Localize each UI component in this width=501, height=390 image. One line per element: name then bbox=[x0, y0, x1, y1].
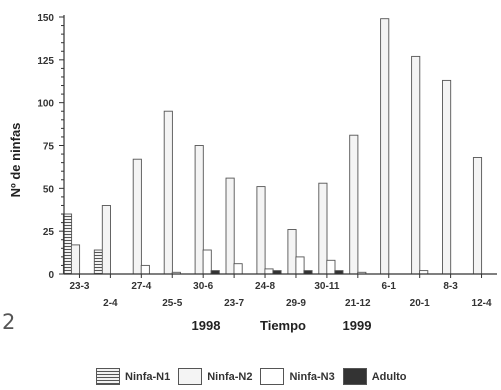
x-tick-label: 27-4 bbox=[131, 281, 151, 292]
bar-ninfa-n3-29-9 bbox=[295, 256, 305, 275]
x-tick-label: 24-8 bbox=[255, 281, 275, 292]
legend-item-n2: Ninfa-N2 bbox=[178, 368, 252, 385]
legend-item-n3: Ninfa-N3 bbox=[260, 368, 335, 385]
x-tick-label: 8-3 bbox=[443, 281, 458, 292]
bar-ninfa-n2-30-11 bbox=[318, 182, 328, 275]
legend: Ninfa-N1 Ninfa-N2 Ninfa-N3 Adulto bbox=[96, 368, 415, 385]
x-tick-label: 12-4 bbox=[472, 298, 492, 309]
legend-swatch-n1 bbox=[96, 368, 120, 385]
legend-label-n3: Ninfa-N3 bbox=[289, 370, 335, 383]
bar-ninfa-n2-24-8 bbox=[256, 186, 266, 275]
axes-group: 23-3 2-4 27-4 25-5 30-6 23-7 24-8 29-9 30-11 21-1… bbox=[37, 13, 497, 309]
bar-ninfa-n2-23-7 bbox=[225, 177, 235, 275]
y-tick-label: 100 bbox=[37, 99, 54, 110]
legend-swatch-n2 bbox=[178, 368, 203, 385]
y-tick-label: 50 bbox=[43, 184, 55, 195]
bar-ninfa-n2-23-3 bbox=[70, 244, 81, 275]
legend-swatch-n3 bbox=[260, 368, 285, 385]
legend-item-n1: Ninfa-N1 bbox=[96, 368, 170, 385]
bar-ninfa-n2-27-4 bbox=[132, 158, 142, 275]
x-tick-label: 23-7 bbox=[224, 298, 244, 309]
legend-label-n2: Ninfa-N2 bbox=[207, 370, 253, 383]
x-tick-label: 23-3 bbox=[69, 281, 89, 292]
x-tick-label: 6-1 bbox=[382, 281, 397, 292]
bar-ninfa-n2-12-4 bbox=[472, 157, 483, 275]
x-tick-label: 30-11 bbox=[314, 281, 339, 292]
bar-ninfa-n3-30-11 bbox=[326, 259, 336, 275]
y-tick-label: 75 bbox=[43, 142, 55, 153]
bar-ninfa-n1-23-3 bbox=[62, 213, 73, 275]
bar-ninfa-n2-30-6 bbox=[194, 145, 204, 275]
bar-ninfa-n1-2-4 bbox=[93, 249, 103, 275]
legend-label-n1: Ninfa-N1 bbox=[125, 370, 171, 383]
bar-ninfa-n3-23-7 bbox=[233, 263, 243, 275]
bar-ninfa-n2-29-9 bbox=[287, 229, 297, 275]
legend-swatch-adulto bbox=[342, 368, 367, 385]
y-axis-title: Nº de ninfas bbox=[8, 123, 23, 198]
bar-ninfa-n3-30-6 bbox=[202, 249, 212, 275]
year-label-1998: 1998 bbox=[192, 318, 221, 333]
x-tick-label: 25-5 bbox=[162, 298, 182, 309]
bar-ninfa-n2-21-12 bbox=[349, 134, 359, 275]
y-tick-label: 125 bbox=[37, 56, 54, 67]
bars-group bbox=[62, 18, 483, 275]
y-tick-label: 150 bbox=[37, 13, 54, 24]
x-tick-label: 2-4 bbox=[103, 298, 118, 309]
y-tick-label: 0 bbox=[48, 270, 54, 281]
year-label-1999: 1999 bbox=[343, 318, 372, 333]
bar-ninfa-n3-27-4 bbox=[140, 264, 150, 275]
y-tick-label: 25 bbox=[43, 227, 55, 238]
bar-ninfa-n2-20-1 bbox=[411, 55, 421, 275]
bar-ninfa-n2-8-3 bbox=[442, 79, 452, 275]
bar-ninfa-n2-2-4 bbox=[101, 205, 111, 275]
x-axis-title: Tiempo bbox=[260, 318, 306, 333]
x-tick-label: 21-12 bbox=[345, 298, 371, 309]
x-tick-label: 29-9 bbox=[286, 298, 306, 309]
x-tick-label: 30-6 bbox=[193, 281, 213, 292]
bar-ninfa-n3-24-8 bbox=[264, 268, 274, 275]
legend-item-adulto: Adulto bbox=[342, 368, 407, 385]
bar-ninfa-n2-6-1 bbox=[380, 18, 390, 275]
bar-ninfa-n2-25-5 bbox=[163, 110, 173, 275]
legend-label-adulto: Adulto bbox=[371, 370, 407, 383]
x-tick-label: 20-1 bbox=[410, 298, 430, 309]
stray-digit: 2 bbox=[2, 310, 16, 334]
